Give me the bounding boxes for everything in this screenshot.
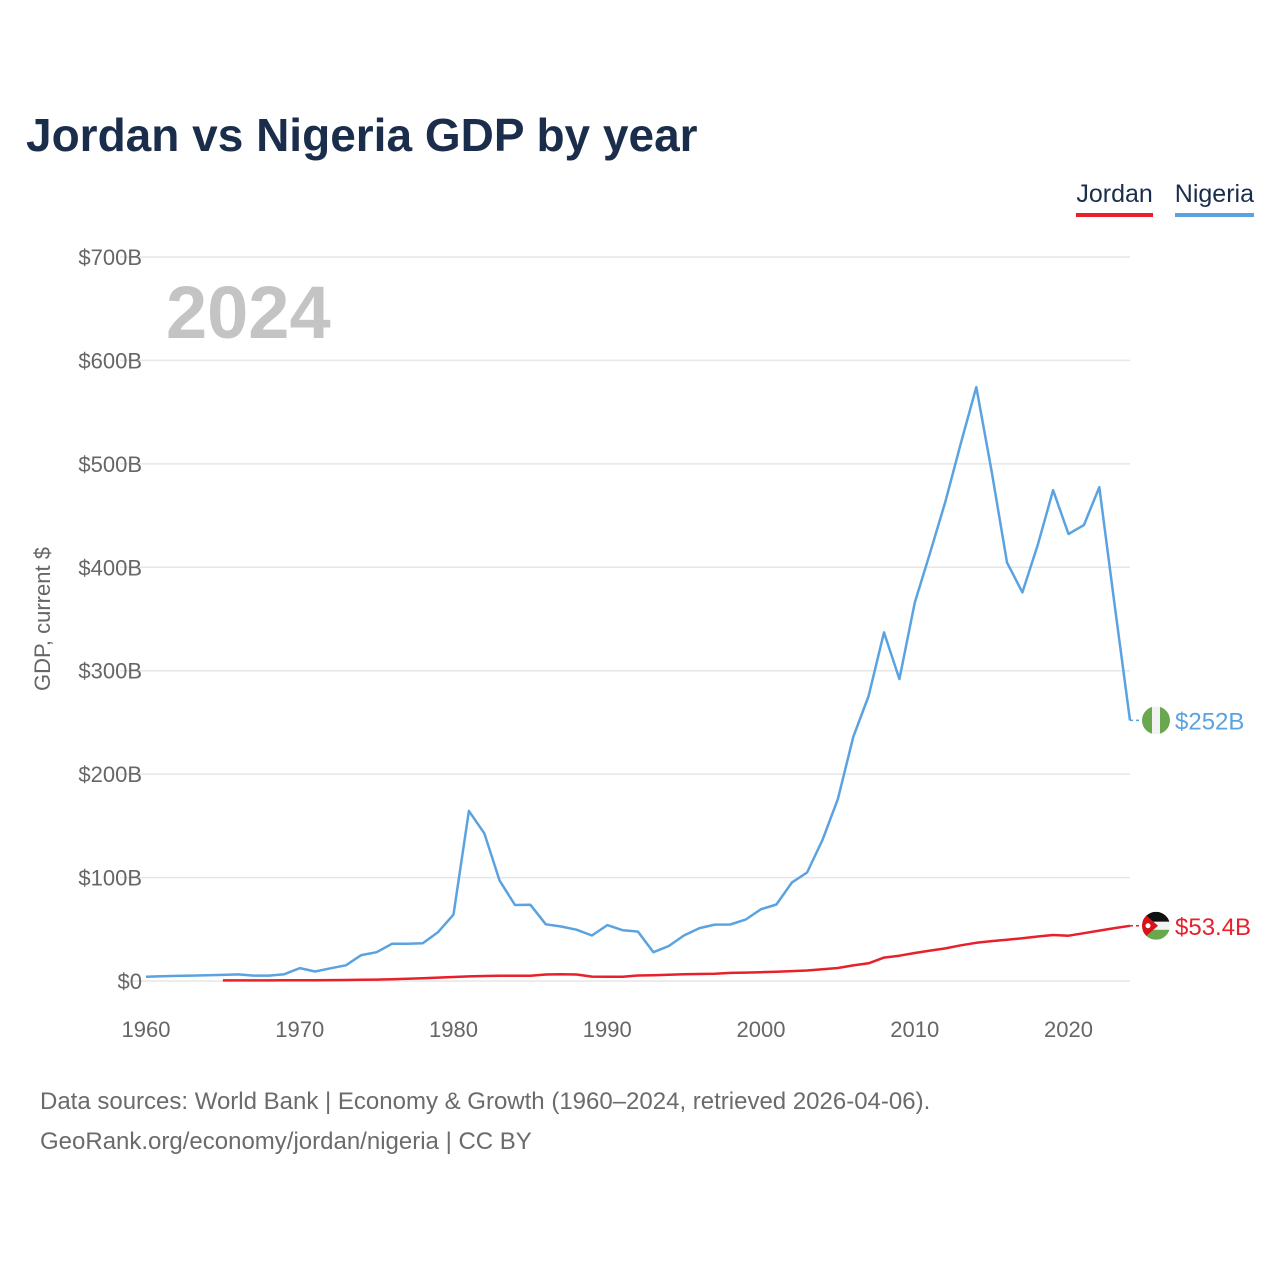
data-source-note: Data sources: World Bank | Economy & Gro… bbox=[40, 1088, 931, 1115]
y-tick-label: $700B bbox=[78, 245, 142, 270]
footer: Data sources: World Bank | Economy & Gro… bbox=[40, 1082, 930, 1162]
legend-item-jordan[interactable]: Jordan bbox=[1076, 180, 1153, 217]
y-tick-label: $600B bbox=[78, 348, 142, 373]
end-value-label-jordan: $53.4B bbox=[1175, 914, 1251, 941]
x-tick-label: 1980 bbox=[429, 1017, 478, 1042]
series-line-jordan bbox=[222, 924, 1131, 982]
jordan-flag-icon bbox=[1142, 911, 1170, 940]
y-tick-label: $0 bbox=[118, 969, 142, 994]
y-tick-label: $500B bbox=[78, 452, 142, 477]
x-tick-label: 2020 bbox=[1044, 1017, 1093, 1042]
y-tick-label: $300B bbox=[78, 659, 142, 684]
x-tick-label: 1990 bbox=[583, 1017, 632, 1042]
x-tick-label: 1960 bbox=[122, 1017, 171, 1042]
x-tick-label: 2000 bbox=[737, 1017, 786, 1042]
end-value-label-nigeria: $252B bbox=[1175, 708, 1244, 735]
y-axis-label: GDP, current $ bbox=[30, 547, 55, 691]
attribution-link[interactable]: GeoRank.org/economy/jordan/nigeria | CC … bbox=[40, 1128, 532, 1155]
year-watermark: 2024 bbox=[166, 271, 331, 354]
x-tick-label: 1970 bbox=[275, 1017, 324, 1042]
series-line-nigeria bbox=[145, 385, 1132, 978]
x-tick-label: 2010 bbox=[890, 1017, 939, 1042]
nigeria-flag-icon bbox=[1142, 706, 1170, 735]
y-tick-label: $200B bbox=[78, 762, 142, 787]
legend-item-nigeria[interactable]: Nigeria bbox=[1174, 180, 1254, 217]
gdp-line-chart: 2024 $0 $100B $200B $300B $400B $500B $600B $700… bbox=[30, 245, 1251, 1042]
y-tick-label: $100B bbox=[78, 866, 142, 891]
legend: Jordan Nigeria bbox=[1076, 180, 1254, 217]
y-tick-label: $400B bbox=[78, 555, 142, 580]
chart-title: Jordan vs Nigeria GDP by year bbox=[26, 109, 698, 161]
